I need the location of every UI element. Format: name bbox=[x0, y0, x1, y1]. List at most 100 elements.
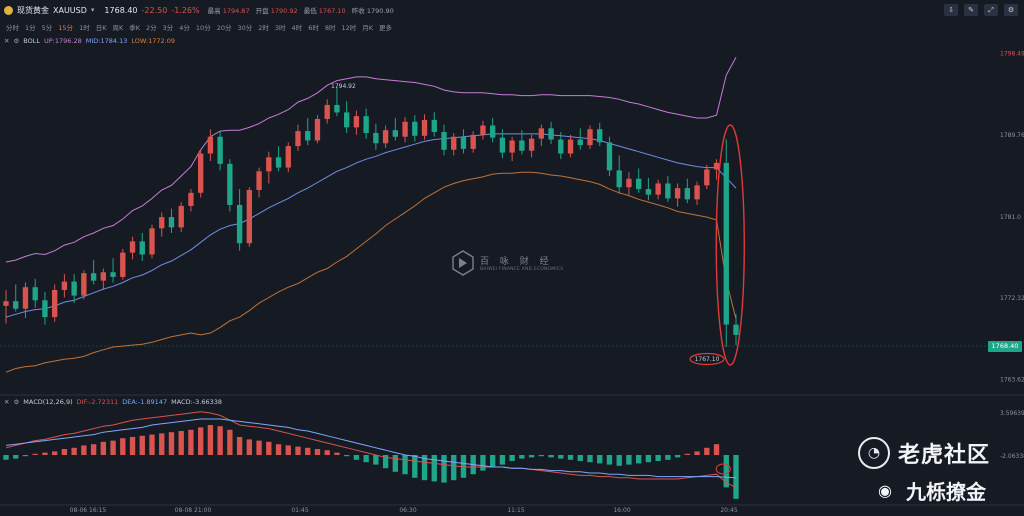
candle-body bbox=[538, 128, 545, 139]
period-option[interactable]: 5分 bbox=[41, 24, 53, 32]
candle-body bbox=[81, 273, 87, 296]
period-option[interactable]: 3时 bbox=[274, 24, 286, 32]
weibo-logo-icon: ◉ bbox=[878, 481, 892, 500]
macd-highlight-ellipse bbox=[715, 463, 731, 475]
macd-y-tick: -2.06338 bbox=[1000, 453, 1024, 460]
candle-body bbox=[363, 116, 369, 133]
period-option[interactable]: 周K bbox=[112, 24, 124, 32]
gear-icon[interactable]: ⚙ bbox=[13, 398, 20, 406]
low-annotation: 1767.10 bbox=[695, 356, 720, 363]
macd-hist-bar bbox=[42, 452, 48, 455]
macd-hist-bar bbox=[402, 455, 408, 475]
candle-body bbox=[587, 129, 593, 146]
period-option[interactable]: 8时 bbox=[324, 24, 336, 32]
candle-body bbox=[674, 188, 681, 199]
candle-body bbox=[558, 139, 564, 154]
macd-hist-bar bbox=[441, 455, 447, 483]
tiger-community-stamp: ◔ 老虎社区 bbox=[858, 437, 990, 469]
macd-hist-bar bbox=[528, 455, 535, 458]
candle-body bbox=[353, 116, 360, 128]
period-option[interactable]: 1分 bbox=[25, 24, 36, 32]
macd-hist-bar bbox=[665, 455, 671, 460]
period-option[interactable]: 分时 bbox=[6, 24, 19, 32]
macd-hist-bar bbox=[616, 455, 622, 466]
candle-body bbox=[90, 273, 97, 281]
boll-name[interactable]: BOLL bbox=[23, 37, 40, 45]
settings-icon[interactable]: ⚙ bbox=[1004, 4, 1018, 16]
chevron-down-icon[interactable]: ▾ bbox=[90, 6, 95, 14]
candle-body bbox=[13, 301, 19, 309]
period-option[interactable]: 30分 bbox=[237, 24, 253, 32]
period-option[interactable]: 12时 bbox=[341, 24, 357, 32]
candle-body bbox=[227, 163, 233, 205]
drop-highlight-ellipse bbox=[715, 124, 745, 366]
macd-hist-bar bbox=[100, 441, 107, 455]
period-option[interactable]: 更多 bbox=[379, 24, 393, 32]
x-tick-label: 20:45 bbox=[720, 507, 737, 514]
macd-hist-bar bbox=[382, 455, 389, 469]
candle-body bbox=[480, 125, 486, 135]
weibo-stamp: ◉ 九栎撩金 bbox=[870, 476, 986, 505]
boll-mid-value: MID:1784.13 bbox=[85, 37, 128, 45]
period-option[interactable]: 6时 bbox=[308, 24, 319, 32]
period-option[interactable]: 日K bbox=[95, 24, 107, 32]
candle-body bbox=[577, 139, 583, 146]
period-option[interactable]: 15分 bbox=[58, 24, 74, 32]
candle-body bbox=[567, 139, 574, 154]
period-option[interactable]: 2时 bbox=[258, 24, 269, 32]
x-tick-label: 01:45 bbox=[291, 507, 308, 514]
macd-hist-bar bbox=[363, 455, 369, 463]
period-option[interactable]: 3分 bbox=[162, 24, 174, 32]
macd-dif-value: DIF:-2.72311 bbox=[76, 398, 119, 406]
watermark-logo-icon bbox=[452, 250, 474, 276]
period-option[interactable]: 10分 bbox=[195, 24, 211, 32]
candle-body bbox=[343, 112, 350, 128]
candle-body bbox=[305, 131, 311, 141]
draw-icon[interactable]: ✎ bbox=[964, 4, 978, 16]
low-highlight-ellipse bbox=[689, 352, 725, 366]
prev-close-value: 1790.90 bbox=[366, 7, 394, 15]
period-option[interactable]: 1时 bbox=[79, 24, 90, 32]
gear-icon[interactable]: ⚙ bbox=[13, 37, 20, 45]
macd-hist-bar bbox=[178, 431, 184, 455]
candle-body bbox=[460, 136, 467, 149]
macd-hist-bar bbox=[188, 429, 194, 455]
macd-hist-bar bbox=[451, 455, 457, 481]
period-option[interactable]: 4时 bbox=[291, 24, 303, 32]
macd-hist-bar bbox=[168, 432, 175, 455]
candle-body bbox=[704, 169, 710, 186]
candle-body bbox=[665, 183, 671, 199]
macd-hist-bar bbox=[197, 427, 204, 455]
symbol-name[interactable]: 现货黄金 bbox=[17, 5, 49, 15]
candle-body bbox=[207, 136, 214, 154]
candle-body bbox=[314, 118, 321, 141]
symbol-code[interactable]: XAUUSD bbox=[53, 5, 87, 15]
collapse-icon[interactable]: ✕ bbox=[4, 398, 10, 406]
candle-body bbox=[168, 217, 175, 228]
candle-body bbox=[236, 204, 243, 244]
download-icon[interactable]: ⇩ bbox=[944, 4, 958, 16]
high-annotation: 1794.92 bbox=[331, 83, 356, 90]
period-option[interactable]: 2分 bbox=[146, 24, 157, 32]
macd-hist-bar bbox=[694, 451, 700, 455]
macd-name[interactable]: MACD(12,26,9) bbox=[23, 398, 73, 406]
macd-hist-bar bbox=[217, 426, 223, 455]
collapse-icon[interactable]: ✕ bbox=[4, 37, 10, 45]
period-option[interactable]: 4分 bbox=[179, 24, 190, 32]
macd-hist-bar bbox=[460, 455, 467, 478]
period-option[interactable]: 月K bbox=[362, 24, 374, 32]
period-option[interactable]: 20分 bbox=[216, 24, 232, 32]
y-tick-label: 1798.49 bbox=[1000, 51, 1024, 58]
boll-up-value: UP:1796.28 bbox=[44, 37, 82, 45]
candle-body bbox=[266, 157, 272, 172]
candle-body bbox=[42, 300, 48, 318]
macd-hist-bar bbox=[713, 444, 720, 455]
candle-body bbox=[373, 132, 379, 144]
macd-hist-bar bbox=[548, 455, 554, 458]
candle-body bbox=[285, 146, 291, 168]
period-option[interactable]: 季K bbox=[129, 24, 140, 32]
tiger-logo-icon: ◔ bbox=[858, 437, 890, 469]
candle-body bbox=[694, 185, 700, 200]
fullscreen-icon[interactable]: ⤢ bbox=[984, 4, 998, 16]
